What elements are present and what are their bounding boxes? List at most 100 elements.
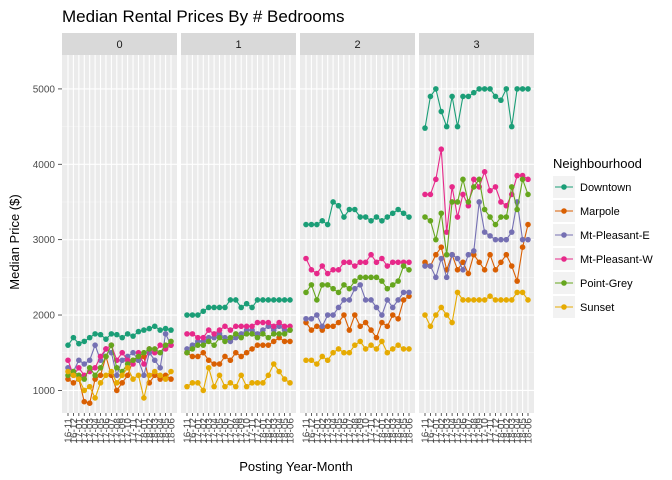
panel-0: 016-1116-1217-0117-0217-0317-0417-0517-0… [62,33,178,444]
x-tick-label: 17-01 [193,418,204,444]
y-tick-label: 5000 [33,84,56,95]
series-sunset [65,364,174,401]
data-point [395,297,401,303]
data-point [519,289,526,296]
legend-label: Mt-Pleasant-E [580,230,650,242]
data-point [222,338,228,345]
data-point [508,123,515,130]
data-point [303,289,309,296]
data-point [335,319,342,326]
legend-key-point [561,256,567,262]
data-point [481,206,488,213]
data-point [113,364,120,371]
data-point [481,267,488,273]
data-point [135,353,142,360]
data-point [70,380,77,386]
x-tick-label: 17-09 [118,418,129,444]
data-point [395,342,401,348]
data-point [162,325,169,332]
data-point [270,323,277,330]
data-point [487,233,493,239]
x-tick-label: 17-11 [486,418,497,443]
data-point [205,364,212,371]
data-point [362,346,369,352]
data-point [341,349,347,356]
data-point [389,346,396,352]
legend-key-point [561,184,567,190]
y-tick-label: 4000 [33,160,56,171]
data-point [324,270,331,277]
legend-label: Mt-Pleasant-W [580,254,653,266]
data-point [330,312,336,318]
x-tick-label: 18-03 [507,418,518,444]
data-point [362,297,369,303]
series-sunset [184,361,293,394]
data-point [103,353,109,360]
data-point [449,251,455,258]
data-point [86,383,93,390]
series-downtown [184,297,293,318]
data-point [103,372,109,379]
data-point [200,349,207,356]
data-point [492,297,499,303]
x-tick-label: 17-06 [220,418,231,444]
data-point [389,304,396,311]
data-point [205,357,212,364]
data-point [357,323,364,330]
data-point [130,333,136,339]
data-point [243,331,250,337]
facet-label: 1 [235,39,241,51]
x-tick-label: 17-07 [107,418,118,444]
x-tick-label: 18-01 [377,418,388,444]
data-point [113,387,120,394]
legend-key-point [561,304,567,310]
data-point [514,206,520,213]
data-point [406,267,412,273]
data-point [395,259,401,266]
data-point [157,364,163,371]
data-point [351,278,358,284]
data-point [449,199,455,205]
data-point [395,278,401,284]
data-point [351,285,358,292]
data-point [341,312,347,318]
data-point [400,210,407,217]
data-point [481,297,488,303]
x-axis-title: Posting Year-Month [239,459,352,474]
data-point [303,357,309,364]
facet-label: 3 [473,39,479,51]
data-point [346,297,353,303]
data-point [492,221,499,228]
data-point [108,342,115,348]
data-point [308,357,315,364]
x-tick-label: 17-10 [480,418,491,444]
data-point [232,297,239,303]
x-tick-label: 16-12 [188,418,199,444]
panel-background [419,55,534,413]
data-point [254,319,261,326]
x-tick-label: 17-03 [85,418,96,444]
panel-2: 216-1116-1217-0117-0217-0317-0417-0517-0… [300,33,416,444]
data-point [76,364,82,371]
data-point [319,323,326,330]
x-tick-label: 18-06 [286,418,297,444]
data-point [438,210,445,217]
data-point [92,364,98,371]
data-point [400,346,407,352]
facet-strip [419,33,534,55]
data-point [184,312,190,318]
data-point [341,259,347,266]
data-point [303,255,309,262]
data-point [103,336,109,342]
data-point [384,297,391,303]
data-point [168,368,174,375]
data-point [86,334,93,341]
data-point [232,383,239,390]
data-point [141,372,147,379]
data-point [270,361,277,367]
data-point [86,400,93,407]
x-axis-ticks: 16-1116-1217-0117-0217-0317-0417-0517-06… [183,413,297,444]
data-point [330,199,336,205]
data-point [189,380,196,386]
data-point [492,184,499,190]
